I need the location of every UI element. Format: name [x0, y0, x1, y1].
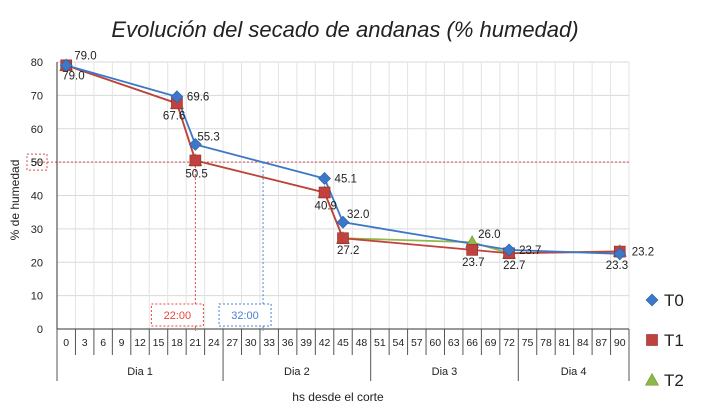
axes: [56, 62, 629, 330]
x-tick-label: 57: [411, 337, 423, 349]
legend-label-t2: T2: [664, 371, 684, 390]
time-markers: 22:00 32:00: [150, 162, 272, 331]
data-label-t1: 23.7: [462, 257, 484, 269]
y-axis-ticks: 0 10 20 30 40 50 60 70 80: [31, 57, 43, 336]
x-tick-label: 15: [153, 337, 165, 349]
x-axis-ticks: 0 3 6 9 12 15 18 21 24 27 30 33 36 39 42 45 48 51 54 57 60 63…: [56, 329, 630, 355]
data-label-t0: 79.0: [74, 50, 96, 62]
data-label-t1: 79.0: [62, 70, 84, 82]
data-label-t1: 67.6: [163, 110, 185, 122]
time-marker-box: [218, 303, 272, 327]
data-label-t2: 23.3: [606, 260, 628, 272]
series-point-t1: [337, 232, 349, 245]
reference-label-box: [26, 153, 48, 171]
series-point-t0: [502, 243, 516, 257]
series-point-t0: [188, 138, 202, 151]
x-tick-label: 63: [448, 337, 460, 349]
y-tick-label: 0: [37, 324, 43, 336]
x-tick-label: 6: [100, 337, 106, 349]
data-label-t0: 55.3: [197, 131, 219, 143]
time-marker-box: [150, 303, 204, 327]
legend-marker-t1: [646, 334, 658, 346]
x-tick-label: 72: [503, 337, 515, 349]
x-tick-label: 81: [559, 337, 571, 349]
data-label-t0: 69.6: [187, 92, 209, 104]
series-point-t1: [466, 244, 478, 256]
x-tick-label: 84: [577, 337, 589, 349]
series-point-t0: [59, 58, 73, 72]
time-marker-label: 32:00: [231, 310, 259, 322]
x-tick-label: 90: [614, 337, 626, 349]
y-axis-label: % de humedad: [8, 160, 22, 241]
x-tick-label: 45: [337, 337, 349, 349]
series-point-t0: [318, 172, 331, 185]
x-group-label: Dia 3: [432, 366, 458, 378]
y-tick-label: 80: [31, 57, 43, 69]
x-group-label: Dia 1: [127, 366, 153, 378]
series-point-t1: [189, 154, 202, 167]
series-point-t0: [170, 90, 184, 104]
y-tick-label: 30: [31, 224, 43, 236]
x-tick-label: 12: [134, 337, 146, 349]
y-tick-label: 60: [31, 124, 43, 136]
x-tick-label: 87: [595, 337, 607, 349]
data-label-t1: 22.7: [503, 260, 525, 272]
x-tick-label: 60: [429, 337, 441, 349]
x-tick-label: 21: [190, 337, 202, 349]
y-tick-label: 50: [31, 157, 43, 169]
x-tick-label: 78: [540, 337, 552, 349]
data-label-t0: 32.0: [347, 209, 369, 221]
data-label-t1: 27.2: [337, 245, 359, 257]
legend-label-t1: T1: [664, 331, 684, 350]
x-tick-label: 0: [63, 337, 69, 349]
x-tick-label: 18: [171, 337, 183, 349]
x-tick-label: 3: [82, 337, 88, 349]
legend-marker-t2: [644, 372, 660, 386]
series-line-t1: [65, 64, 620, 255]
y-tick-label: 10: [31, 291, 43, 303]
x-group-label: Dia 2: [284, 366, 310, 378]
x-tick-label: 54: [393, 337, 405, 349]
x-tick-label: 66: [466, 337, 478, 349]
reference-line-group: 50: [26, 153, 629, 171]
time-marker-label: 22:00: [164, 310, 192, 322]
legend-marker-t0: [645, 293, 659, 307]
x-tick-label: 27: [226, 337, 238, 349]
x-tick-label: 39: [300, 337, 312, 349]
legend: T0 T1 T2: [644, 291, 684, 390]
x-tick-label: 51: [374, 337, 386, 349]
x-tick-label: 33: [263, 337, 275, 349]
x-tick-label: 48: [356, 337, 368, 349]
x-tick-label: 75: [522, 337, 534, 349]
grid-lines: [56, 61, 630, 330]
y-tick-label: 20: [31, 257, 43, 269]
x-group-label: Dia 4: [561, 366, 587, 378]
y-tick-label: 70: [31, 90, 43, 102]
data-label-t2: 26.0: [478, 229, 500, 241]
data-label-t0: 45.1: [335, 173, 357, 185]
x-tick-label: 9: [119, 337, 125, 349]
series-point-t0: [336, 215, 350, 229]
chart-title: Evolución del secado de andanas (% humed…: [111, 17, 578, 42]
data-label-t1: 23.2: [632, 247, 654, 259]
x-tick-label: 69: [485, 337, 497, 349]
series-point-t0: [613, 247, 627, 261]
x-tick-label: 42: [319, 337, 331, 349]
x-tick-label: 30: [245, 337, 257, 349]
data-label-t0: 23.7: [519, 245, 541, 257]
x-tick-label: 36: [282, 337, 294, 349]
data-label-t1: 50.5: [185, 168, 207, 180]
series-group: [59, 58, 627, 261]
data-label-t1: 40.9: [315, 200, 337, 212]
y-tick-label: 40: [31, 191, 43, 203]
x-axis-label: hs desde el corte: [292, 390, 384, 404]
x-tick-label: 24: [208, 337, 220, 349]
data-labels: 79.0 69.6 55.3 45.1 32.0 23.7 79.0 67.6 50.5 40.9…: [62, 50, 654, 272]
reference-label: 50: [31, 157, 43, 169]
x-axis-day-groups: Dia 1 Dia 2 Dia 3 Dia 4: [56, 355, 630, 381]
legend-label-t0: T0: [664, 291, 684, 310]
series-point-t1: [318, 186, 331, 199]
